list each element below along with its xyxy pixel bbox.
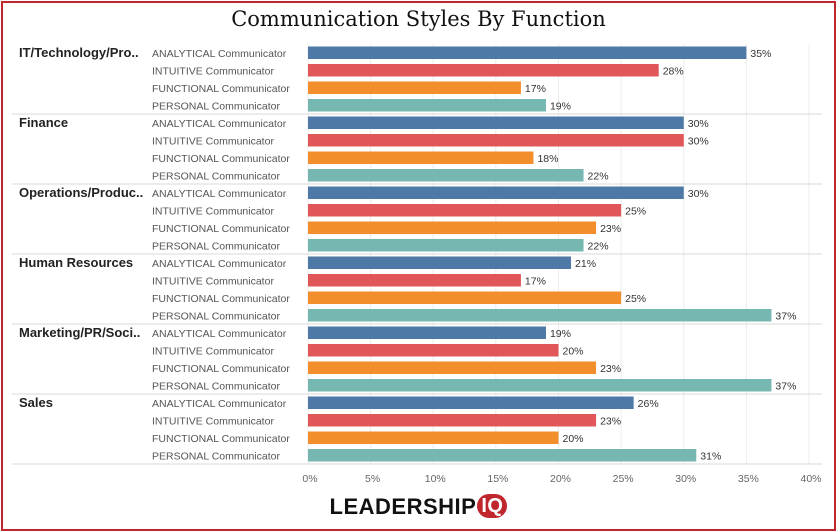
group-label: Operations/Produc.. <box>19 185 143 200</box>
category-label: PERSONAL Communicator <box>152 310 280 322</box>
data-label: 25% <box>625 293 646 305</box>
data-label: 30% <box>688 188 709 200</box>
logo-text: LEADERSHIP <box>329 494 477 519</box>
bar <box>308 46 747 59</box>
group-label: Finance <box>19 115 68 130</box>
category-label: ANALYTICAL Communicator <box>152 48 287 60</box>
group-label: IT/Technology/Pro.. <box>19 45 139 60</box>
category-label: ANALYTICAL Communicator <box>152 398 287 410</box>
data-label: 30% <box>688 118 709 130</box>
data-label: 30% <box>688 135 709 147</box>
bar <box>308 256 572 269</box>
bar <box>308 204 622 217</box>
bar <box>308 326 546 339</box>
bar <box>308 186 684 199</box>
category-label: INTUITIVE Communicator <box>152 415 274 427</box>
category-label: FUNCTIONAL Communicator <box>152 83 290 95</box>
category-label: INTUITIVE Communicator <box>152 65 274 77</box>
bar <box>308 379 772 392</box>
category-label: FUNCTIONAL Communicator <box>152 223 290 235</box>
data-label: 37% <box>775 310 796 322</box>
bar <box>308 344 559 357</box>
data-label: 31% <box>700 450 721 462</box>
data-label: 22% <box>588 170 609 182</box>
bar <box>308 151 534 164</box>
data-label: 17% <box>525 83 546 95</box>
x-tick-label: 10% <box>425 473 446 485</box>
group-label: Sales <box>19 395 53 410</box>
bar-chart: IT/Technology/Pro.. ANALYTICAL Communicat… <box>12 44 822 485</box>
category-label: FUNCTIONAL Communicator <box>152 363 290 375</box>
bar <box>308 396 634 409</box>
logo-iq-badge: IQ <box>477 494 508 519</box>
data-label: 22% <box>588 240 609 252</box>
group-label: Human Resources <box>19 255 133 270</box>
data-label: 23% <box>600 223 621 235</box>
data-label: 20% <box>563 433 584 445</box>
bar <box>308 134 684 147</box>
data-label: 25% <box>625 205 646 217</box>
category-label: FUNCTIONAL Communicator <box>152 433 290 445</box>
group-label: Marketing/PR/Soci.. <box>19 325 140 340</box>
data-label: 23% <box>600 363 621 375</box>
x-tick-label: 25% <box>613 473 634 485</box>
chart-title: Communication Styles By Function <box>231 7 606 31</box>
data-label: 35% <box>750 48 771 60</box>
x-tick-label: 0% <box>302 473 317 485</box>
x-tick-label: 35% <box>738 473 759 485</box>
bar <box>308 361 597 374</box>
category-label: INTUITIVE Communicator <box>152 345 274 357</box>
x-tick-label: 20% <box>550 473 571 485</box>
bar <box>308 414 597 427</box>
x-tick-label: 5% <box>365 473 380 485</box>
category-label: FUNCTIONAL Communicator <box>152 153 290 165</box>
category-label: ANALYTICAL Communicator <box>152 118 287 130</box>
category-label: ANALYTICAL Communicator <box>152 188 287 200</box>
category-label: INTUITIVE Communicator <box>152 205 274 217</box>
data-label: 19% <box>550 328 571 340</box>
bar <box>308 116 684 129</box>
category-label: PERSONAL Communicator <box>152 450 280 462</box>
data-label: 17% <box>525 275 546 287</box>
category-label: ANALYTICAL Communicator <box>152 258 287 270</box>
data-label: 18% <box>537 153 558 165</box>
bar <box>308 309 772 322</box>
category-label: FUNCTIONAL Communicator <box>152 293 290 305</box>
bar <box>308 169 584 182</box>
bar <box>308 99 546 112</box>
data-label: 37% <box>775 380 796 392</box>
category-label: PERSONAL Communicator <box>152 380 280 392</box>
bar <box>308 221 597 234</box>
category-label: ANALYTICAL Communicator <box>152 328 287 340</box>
category-label: INTUITIVE Communicator <box>152 275 274 287</box>
bar <box>308 291 622 304</box>
bar <box>308 239 584 252</box>
data-label: 28% <box>663 65 684 77</box>
category-label: INTUITIVE Communicator <box>152 135 274 147</box>
data-label: 21% <box>575 258 596 270</box>
bar <box>308 274 521 287</box>
bar <box>308 449 697 462</box>
x-tick-label: 15% <box>487 473 508 485</box>
category-label: PERSONAL Communicator <box>152 100 280 112</box>
leadership-iq-logo: LEADERSHIP IQ <box>0 494 837 520</box>
data-label: 20% <box>563 345 584 357</box>
x-tick-label: 30% <box>675 473 696 485</box>
data-label: 23% <box>600 415 621 427</box>
bar <box>308 431 559 444</box>
category-label: PERSONAL Communicator <box>152 170 280 182</box>
data-label: 26% <box>638 398 659 410</box>
bar <box>308 64 659 77</box>
data-label: 19% <box>550 100 571 112</box>
x-tick-label: 40% <box>800 473 821 485</box>
category-label: PERSONAL Communicator <box>152 240 280 252</box>
bar <box>308 81 521 94</box>
